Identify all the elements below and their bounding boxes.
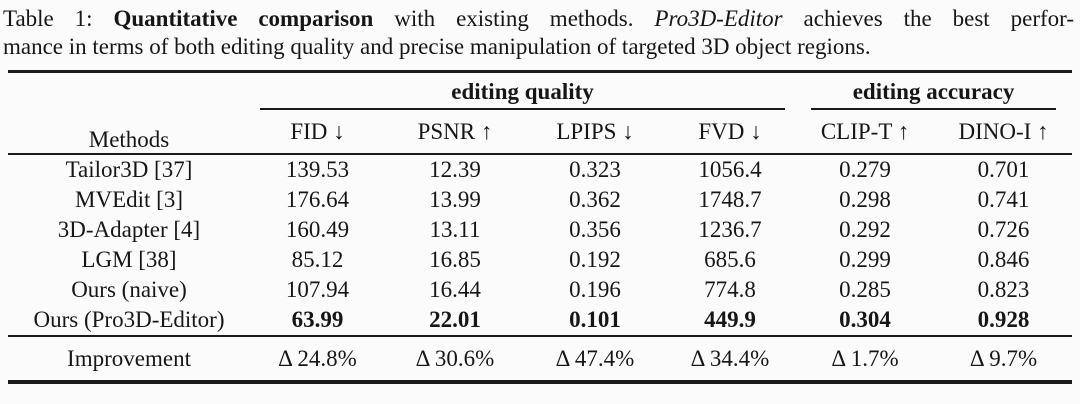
table-row: Ours (Pro3D-Editor) 63.99 22.01 0.101 449.9 0…: [8, 305, 1072, 336]
value-cell: 16.85: [429, 247, 481, 272]
value-cell: 0.299: [839, 247, 891, 272]
value-cell: 85.12: [291, 247, 344, 272]
value-cell: 1748.7: [698, 187, 762, 212]
metric-header: FVD ↓: [665, 110, 796, 155]
value-cell: 0.192: [569, 247, 621, 272]
metric-header: PSNR ↑: [385, 110, 525, 155]
value-cell: 107.94: [285, 277, 350, 302]
value-cell: 0.323: [569, 157, 621, 182]
method-cell: LGM [38]: [81, 247, 177, 272]
comparison-table: Methods editing quality editing accuracy…: [8, 70, 1073, 384]
caption-bold-phrase: Quantitative comparison: [113, 6, 374, 31]
value-cell: 12.39: [429, 157, 481, 182]
improvement-label: Improvement: [8, 335, 250, 382]
caption-line-2: mance in terms of both editing quality a…: [3, 34, 871, 59]
method-cell: Ours (naive): [71, 277, 187, 302]
group-cell-editing-accuracy: editing accuracy: [795, 72, 1072, 110]
paper-table-figure: Table 1: Quantitative comparison with ex…: [0, 5, 1080, 404]
metric-header: LPIPS ↓: [525, 110, 665, 155]
method-cell: Ours (Pro3D-Editor): [33, 307, 225, 332]
group-label-editing-accuracy: editing accuracy: [811, 79, 1057, 110]
value-cell: 0.823: [977, 277, 1030, 302]
value-cell: 16.44: [429, 277, 481, 302]
value-cell: 0.285: [839, 277, 891, 302]
value-cell: 449.9: [704, 307, 756, 332]
methods-column-header: Methods: [8, 71, 250, 155]
method-cell: MVEdit [3]: [75, 187, 183, 212]
table-caption: Table 1: Quantitative comparison with ex…: [3, 5, 1074, 61]
value-cell: 0.279: [839, 157, 891, 182]
value-cell: 13.99: [429, 187, 481, 212]
improvement-value-cell: Δ 24.8%: [250, 335, 385, 382]
value-cell: 0.298: [839, 187, 891, 212]
metric-header: CLIP-T ↑: [795, 110, 936, 155]
method-cell: 3D-Adapter [4]: [57, 217, 201, 242]
caption-table-label: Table 1:: [3, 6, 114, 31]
caption-text-end: achieves the best perfor-: [782, 6, 1074, 31]
value-cell: 1056.4: [698, 157, 762, 182]
value-cell: 0.196: [569, 277, 621, 302]
value-cell: 13.11: [429, 217, 481, 242]
value-cell: 160.49: [285, 217, 350, 242]
group-header-row: Methods editing quality editing accuracy: [8, 71, 1072, 155]
metric-header-row: FID ↓ PSNR ↑ LPIPS ↓ FVD ↓ CLIP-T ↑ DINO-I ↑: [8, 110, 1073, 155]
improvement-value-cell: Δ 30.6%: [385, 335, 525, 382]
value-cell: 22.01: [429, 307, 481, 332]
method-cell: Tailor3D [37]: [65, 157, 193, 182]
table-row: 3D-Adapter [4] 160.49 13.11 0.356 1236.7 0.29…: [8, 215, 1072, 245]
value-cell: 139.53: [285, 157, 350, 182]
metric-header: DINO-I ↑: [935, 110, 1073, 155]
improvement-value-cell: Δ 1.7%: [795, 335, 936, 382]
value-cell: 0.356: [569, 217, 621, 242]
improvement-value-cell: Δ 34.4%: [665, 335, 796, 382]
improvement-row: Improvement Δ 24.8% Δ 30.6% Δ 47.4% Δ 34.4%…: [8, 335, 1073, 382]
table-row: LGM [38] 85.12 16.85 0.192 685.6 0.299 0.846: [8, 245, 1072, 275]
value-cell: 0.846: [977, 247, 1030, 272]
value-cell: 685.6: [704, 247, 756, 272]
value-cell: 63.99: [291, 307, 344, 332]
caption-line-1: Table 1: Quantitative comparison with ex…: [3, 5, 1074, 33]
value-cell: 0.928: [977, 307, 1030, 332]
value-cell: 0.741: [977, 187, 1030, 212]
metric-header: FID ↓: [250, 110, 385, 155]
caption-text: with existing methods.: [373, 6, 655, 31]
value-cell: 0.726: [977, 217, 1030, 242]
value-cell: 176.64: [285, 187, 350, 212]
value-cell: 1236.7: [698, 217, 762, 242]
value-cell: 0.701: [977, 157, 1030, 182]
value-cell: 0.101: [569, 307, 621, 332]
improvement-value-cell: Δ 47.4%: [525, 335, 665, 382]
group-label-editing-quality: editing quality: [260, 79, 786, 110]
group-cell-editing-quality: editing quality: [250, 72, 795, 110]
caption-method-name: Pro3D-Editor: [654, 6, 783, 31]
table-row: Tailor3D [37] 139.53 12.39 0.323 1056.4 0.279…: [8, 154, 1072, 185]
value-cell: 0.292: [839, 217, 891, 242]
value-cell: 0.362: [569, 187, 621, 212]
table-row: Ours (naive) 107.94 16.44 0.196 774.8 0.285 0.…: [8, 275, 1072, 305]
value-cell: 0.304: [839, 307, 891, 332]
table-body: Tailor3D [37] 139.53 12.39 0.323 1056.4 0.279…: [8, 154, 1072, 336]
table-row: MVEdit [3] 176.64 13.99 0.362 1748.7 0.298 0.7…: [8, 185, 1072, 215]
value-cell: 774.8: [704, 277, 756, 302]
improvement-value-cell: Δ 9.7%: [935, 335, 1073, 382]
